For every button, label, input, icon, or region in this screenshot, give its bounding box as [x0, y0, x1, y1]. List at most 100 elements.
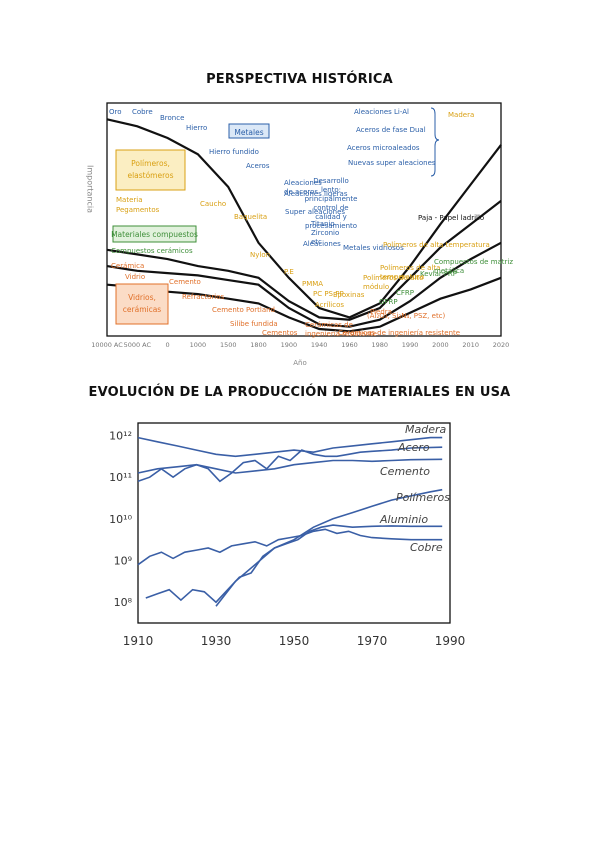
chart-2-series-labels: Madera Acero Cemento Polímeros Aluminio Cobre: [379, 423, 450, 554]
annotation-label: PC PS PP: [313, 290, 344, 298]
chart-2-title: EVOLUCIÓN DE LA PRODUCCIÓN DE MATERIALES…: [88, 385, 511, 400]
annotation-label: procesamiento: [305, 222, 357, 230]
category-box-label: Vidrios,: [128, 293, 156, 302]
annotation-label: Kevlar-FRP: [420, 270, 457, 278]
series-label: Polímeros: [396, 491, 450, 504]
annotation-label: Nylon: [250, 251, 270, 259]
annotation-label: Piedra: [370, 308, 392, 316]
annotation-label: Zirconio: [311, 229, 339, 237]
annotation-label: Oro: [109, 108, 122, 116]
annotation-label: etc: [311, 238, 322, 246]
annotation-label: temperatura: [380, 273, 424, 281]
series-line-ceramicos: [106, 276, 502, 333]
category-box: [115, 283, 169, 325]
x-tick-label: 1980: [371, 341, 388, 349]
x-tick-label: 2010: [462, 341, 479, 349]
annotation-label: Aceros microaleados: [347, 144, 420, 152]
annotation-label: Vidrio: [125, 273, 145, 281]
series-label: Cobre: [410, 541, 443, 554]
annotation-label: GFRP: [379, 298, 398, 306]
annotation-label: Cerámica: [111, 262, 144, 270]
series-line-polímeros: [215, 488, 443, 607]
annotation-label: Cerámicas de ingeniería resistente: [338, 329, 460, 337]
series-line-compuestos: [106, 241, 502, 328]
x-axis-label: Año: [293, 359, 307, 367]
series-line-madera: [137, 436, 443, 458]
annotation-label: Madera: [448, 111, 474, 119]
x-tick-label: 1000: [190, 341, 207, 349]
x-tick-label: 2000: [432, 341, 449, 349]
annotation-label: Polímeros de alta: [380, 264, 440, 272]
annotation-label: metálica: [434, 267, 464, 275]
annotation-label: de aceros: [284, 188, 318, 196]
x-tick-label: 1970: [357, 634, 388, 648]
annotation-label: Cementos: [262, 329, 298, 337]
chart-1-title: PERSPECTIVA HISTÓRICA: [206, 72, 393, 87]
annotation-label: Hierro: [186, 124, 207, 132]
annotation-label: Aleaciones: [284, 179, 322, 187]
historical-perspective-chart: Importancia Año Metales Polímeros, elastóm…: [86, 102, 513, 367]
category-box-label: Metales: [234, 128, 263, 137]
annotation-label: Bronce: [160, 114, 184, 122]
x-tick-label: 1990: [435, 634, 466, 648]
chart-2-y-ticks: 10¹² 10¹¹ 10¹⁰ 10⁹ 10⁸: [109, 430, 132, 610]
annotation-label: Aceros: [246, 162, 270, 170]
annotation-label: principalmente: [305, 195, 358, 203]
category-box: [115, 149, 186, 191]
annotation-label: Cobre: [132, 108, 153, 116]
annotation-label: (Al₂O₃, Si₃N₄, PSZ, etc): [367, 312, 446, 320]
chart-1-x-ticks: 10000 AC 5000 AC 0 1000 1500 1800 1900 1940 1960…: [91, 341, 509, 349]
chart-2-x-ticks: 1910 1930 1950 1970 1990: [123, 634, 466, 648]
x-tick-label: 10000 AC: [91, 341, 123, 349]
y-axis-label: Importancia: [86, 165, 95, 213]
annotation-label: Refractarios: [182, 293, 224, 301]
annotation-label: Hierro fundido: [209, 148, 259, 156]
annotation-label: Cerámicas de: [305, 321, 353, 329]
x-tick-label: 0: [166, 341, 170, 349]
annotation-label: Super aleaciones: [285, 208, 345, 216]
series-label: Cemento: [380, 465, 430, 478]
chart-1-frame: [106, 102, 502, 337]
annotation-label: Polímeros de alta temperatura: [383, 241, 490, 249]
annotation-label: Aceros de fase Dual: [356, 126, 426, 134]
x-tick-label: 1960: [341, 341, 358, 349]
annotation-label: control de: [313, 204, 348, 212]
x-tick-label: 1500: [220, 341, 237, 349]
y-tick-label: 10¹¹: [109, 471, 132, 484]
annotation-label: módulo: [363, 283, 389, 291]
annotation-label: Compuestos de matriz: [434, 258, 513, 266]
x-tick-label: 2020: [493, 341, 510, 349]
annotation-label: Desarrollo: [313, 177, 349, 185]
annotation-label: Acrílicos: [315, 301, 344, 309]
annotation-label: Metales vidriosos: [343, 244, 404, 252]
chart-2-series-group: [137, 436, 443, 607]
annotation-label: P.E: [284, 268, 294, 276]
annotation-label: Cemento Portland: [212, 306, 275, 314]
category-box-label: cerámicas: [123, 305, 162, 314]
annotation-label: Pegamentos: [116, 206, 160, 214]
y-tick-label: 10¹²: [109, 430, 132, 443]
x-tick-label: 1940: [311, 341, 328, 349]
chart-1-series-group: [106, 118, 502, 333]
x-tick-label: 1800: [250, 341, 267, 349]
annotation-label: Paja - Papel ladrillo: [418, 214, 484, 222]
y-tick-label: 10¹⁰: [109, 513, 132, 526]
x-tick-label: 1930: [201, 634, 232, 648]
series-line-cemento: [137, 458, 443, 474]
annotation-label: Silibe fundida: [230, 320, 278, 328]
annotation-label: Compuestos cerámicos: [111, 247, 193, 255]
annotation-label: Aleaciones Li-Al: [354, 108, 409, 116]
chart-1-category-boxes: Metales Polímeros, elastómeros Materiales c…: [111, 123, 270, 325]
brace-icon: [430, 107, 440, 177]
annotation-label: Aleaciones ligeras: [284, 190, 348, 198]
annotation-label: Cemento: [169, 278, 201, 286]
annotation-label: Caucho: [200, 200, 226, 208]
category-box-label: elastómeros: [127, 171, 173, 180]
annotation-label: Titanio: [310, 220, 335, 228]
series-line-acero: [137, 446, 443, 483]
y-tick-label: 10⁹: [114, 555, 132, 568]
category-box-label: Polímeros,: [131, 159, 170, 168]
x-tick-label: 1950: [279, 634, 310, 648]
